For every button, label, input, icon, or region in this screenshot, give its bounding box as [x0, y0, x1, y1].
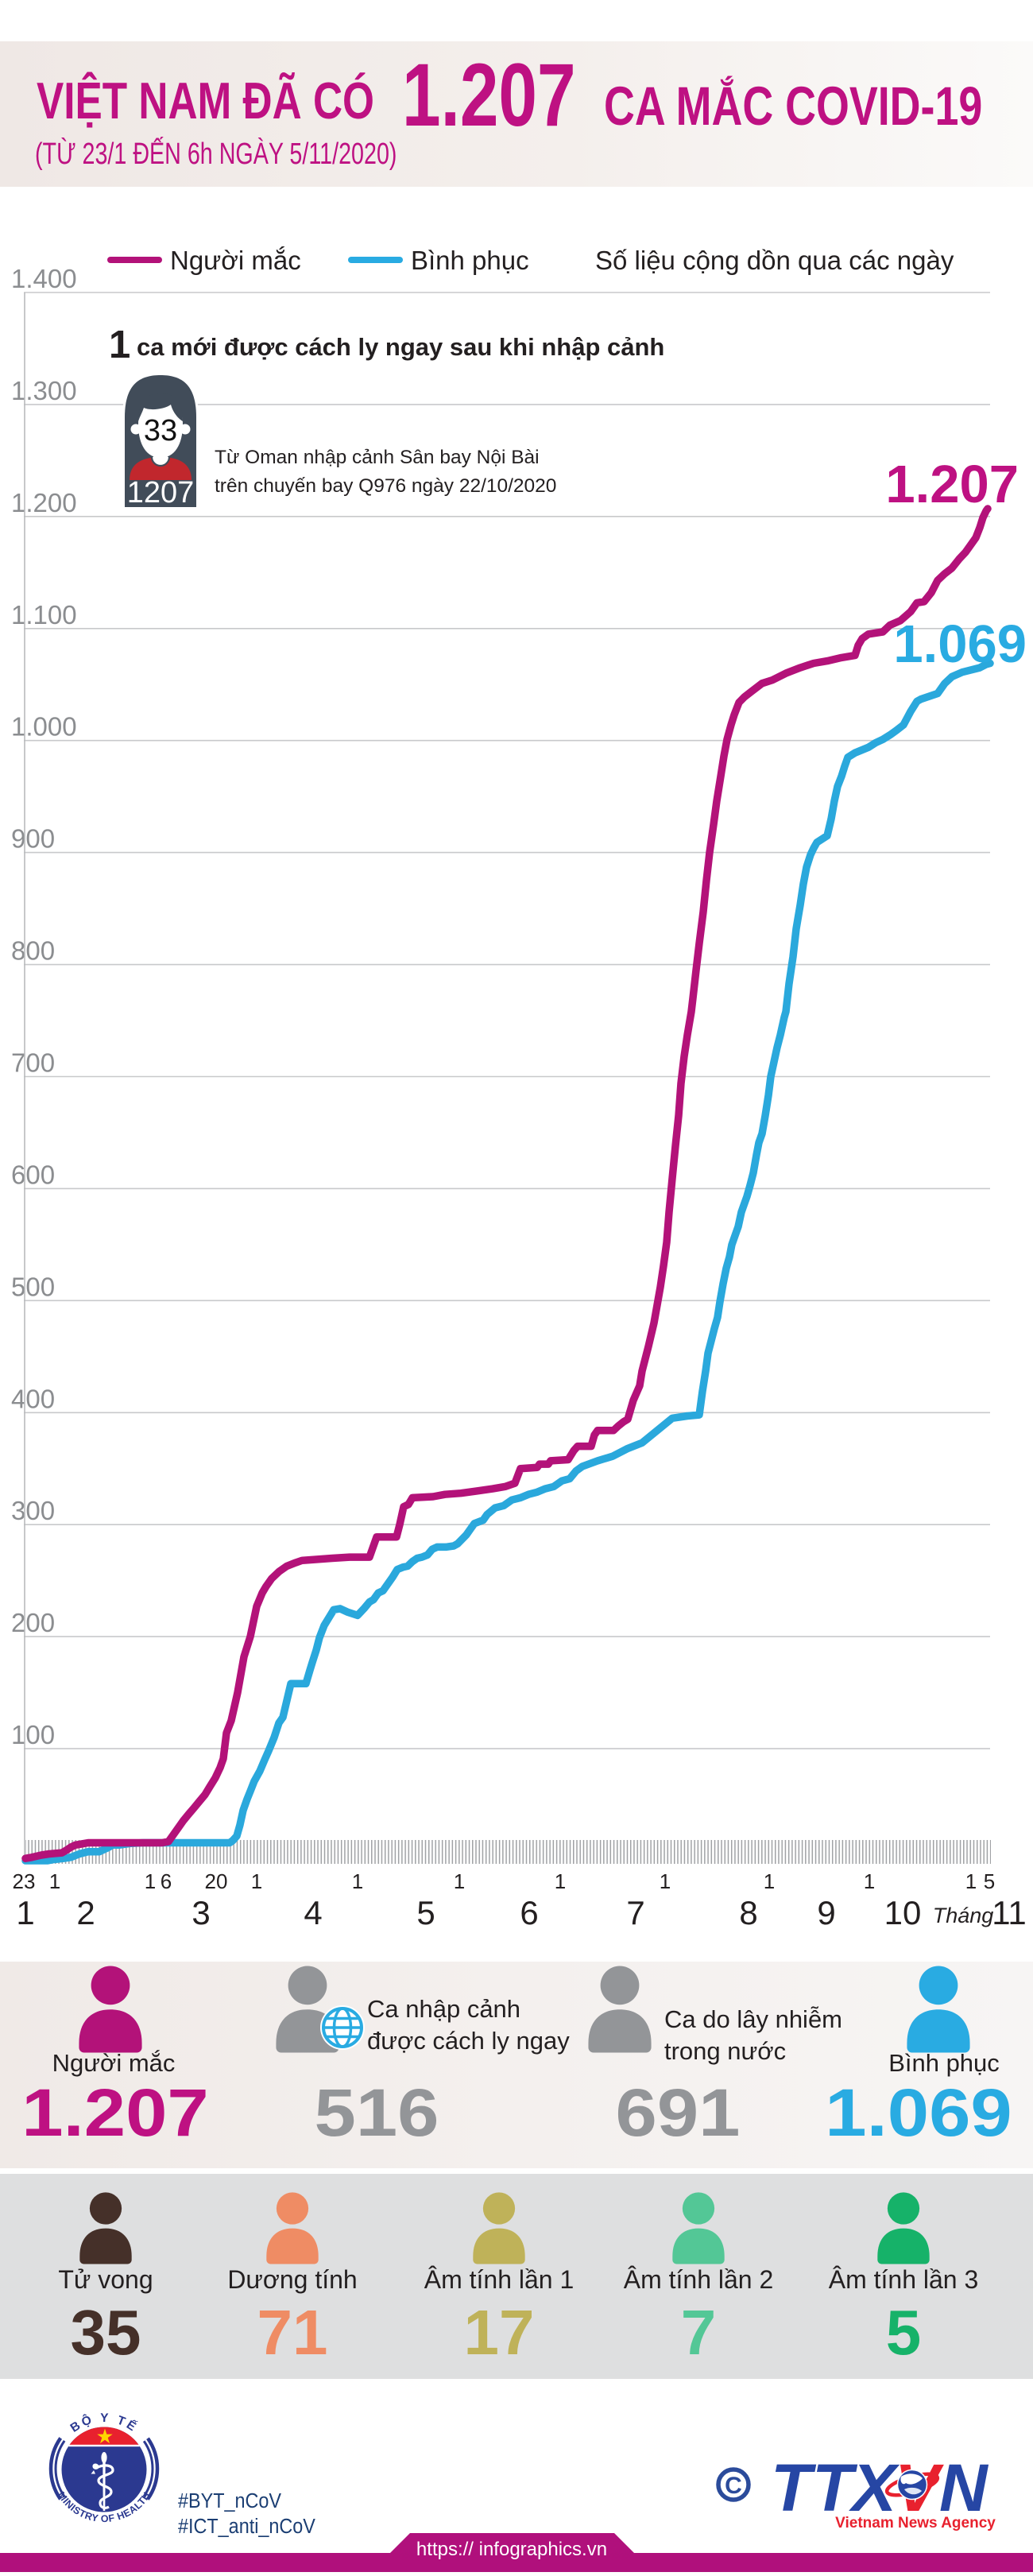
svg-text:Từ Oman nhập cảnh Sân bay Nội: Từ Oman nhập cảnh Sân bay Nội Bài [215, 447, 540, 468]
svg-text:1: 1 [251, 1869, 262, 1893]
svg-text:900: 900 [11, 824, 55, 854]
svg-text:1: 1 [660, 1869, 671, 1893]
svg-text:10: 10 [884, 1894, 922, 1931]
svg-text:2: 2 [76, 1894, 95, 1931]
svg-text:9: 9 [817, 1894, 835, 1931]
svg-text:516: 516 [315, 2075, 439, 2150]
svg-text:#ICT_anti_nCoV: #ICT_anti_nCoV [178, 2516, 315, 2538]
svg-text:1207: 1207 [127, 476, 195, 509]
svg-text:600: 600 [11, 1160, 55, 1189]
svg-text:Người mắc: Người mắc [52, 2049, 176, 2077]
svg-text:Tử vong: Tử vong [58, 2265, 153, 2294]
svg-text:1: 1 [965, 1869, 977, 1893]
svg-text:23: 23 [13, 1869, 36, 1893]
svg-text:1.200: 1.200 [11, 488, 77, 517]
svg-text:5: 5 [886, 2297, 922, 2368]
svg-text:1.207: 1.207 [402, 46, 576, 145]
svg-text:4: 4 [304, 1894, 322, 1931]
svg-text:Âm tính lần 2: Âm tính lần 2 [624, 2265, 774, 2294]
svg-text:7: 7 [681, 2297, 717, 2368]
svg-text:1: 1 [16, 1894, 34, 1931]
svg-text:Ca nhập cảnh: Ca nhập cảnh [367, 1995, 520, 2023]
svg-text:33: 33 [144, 414, 177, 447]
svg-text:3: 3 [192, 1894, 210, 1931]
svg-text:691: 691 [616, 2075, 741, 2150]
svg-text:T: T [771, 2450, 817, 2525]
svg-text:100: 100 [11, 1720, 55, 1749]
svg-text:Tháng: Tháng [933, 1904, 994, 1927]
svg-text:T: T [812, 2450, 858, 2525]
svg-text:Ca do lây nhiễm: Ca do lây nhiễm [664, 2005, 842, 2033]
svg-text:(TỪ 23/1 ĐẾN 6h NGÀY 5/11/2020: (TỪ 23/1 ĐẾN 6h NGÀY 5/11/2020) [35, 137, 397, 171]
svg-text:1.207: 1.207 [885, 455, 1019, 514]
svg-text:71: 71 [257, 2297, 328, 2368]
svg-text:800: 800 [11, 936, 55, 966]
svg-text:1: 1 [454, 1869, 465, 1893]
svg-text:Số liệu cộng dồn qua các ngày: Số liệu cộng dồn qua các ngày [595, 246, 954, 275]
svg-text:1: 1 [109, 323, 130, 366]
svg-text:trên chuyến bay Q976 ngày 22/1: trên chuyến bay Q976 ngày 22/10/2020 [215, 475, 556, 497]
svg-text:Âm tính lần 3: Âm tính lần 3 [829, 2265, 979, 2294]
svg-text:ca mới được cách ly ngay sau k: ca mới được cách ly ngay sau khi nhập cả… [137, 333, 664, 361]
svg-text:1.100: 1.100 [11, 600, 77, 629]
svg-text:Dương tính: Dương tính [227, 2265, 357, 2294]
svg-text:8: 8 [739, 1894, 757, 1931]
svg-text:1.400: 1.400 [11, 264, 77, 293]
svg-text:11: 11 [992, 1894, 1027, 1931]
svg-text:500: 500 [11, 1272, 55, 1301]
svg-text:200: 200 [11, 1608, 55, 1637]
svg-text:N: N [939, 2450, 989, 2525]
svg-text:6: 6 [520, 1894, 538, 1931]
svg-text:5: 5 [984, 1869, 995, 1893]
svg-text:1.207: 1.207 [21, 2075, 208, 2150]
svg-text:400: 400 [11, 1384, 55, 1413]
svg-text:5: 5 [416, 1894, 435, 1931]
svg-text:Âm tính lần 1: Âm tính lần 1 [424, 2265, 575, 2294]
svg-text:7: 7 [626, 1894, 644, 1931]
svg-text:6: 6 [161, 1869, 172, 1893]
svg-text:1: 1 [49, 1869, 60, 1893]
svg-text:1.069: 1.069 [893, 614, 1027, 674]
svg-text:CA MẮC COVID-19: CA MẮC COVID-19 [604, 76, 982, 138]
svg-text:17: 17 [464, 2297, 535, 2368]
svg-text:Người mắc: Người mắc [170, 246, 301, 275]
svg-text:1.000: 1.000 [11, 712, 77, 742]
svg-text:VIỆT NAM ĐÃ CÓ: VIỆT NAM ĐÃ CÓ [37, 71, 374, 130]
svg-text:C: C [725, 2473, 742, 2499]
svg-text:được cách ly ngay: được cách ly ngay [367, 2027, 570, 2055]
svg-text:1.069: 1.069 [825, 2075, 1012, 2150]
svg-text:1: 1 [555, 1869, 566, 1893]
svg-text:Bình phục: Bình phục [888, 2049, 1000, 2077]
svg-text:35: 35 [71, 2297, 141, 2368]
svg-text:300: 300 [11, 1496, 55, 1525]
svg-text:700: 700 [11, 1048, 55, 1078]
svg-text:Vietnam News Agency: Vietnam News Agency [835, 2515, 996, 2531]
svg-text:1: 1 [764, 1869, 775, 1893]
svg-text:trong nước: trong nước [664, 2037, 786, 2065]
svg-text:#BYT_nCoV: #BYT_nCoV [178, 2490, 281, 2512]
svg-text:https:// infographics.vn: https:// infographics.vn [416, 2539, 607, 2560]
svg-text:1.300: 1.300 [11, 376, 77, 405]
svg-text:20: 20 [205, 1869, 228, 1893]
svg-text:1: 1 [864, 1869, 875, 1893]
svg-text:1: 1 [145, 1869, 156, 1893]
svg-text:1: 1 [352, 1869, 363, 1893]
svg-text:Bình phục: Bình phục [411, 246, 529, 275]
svg-text:X: X [849, 2450, 900, 2525]
